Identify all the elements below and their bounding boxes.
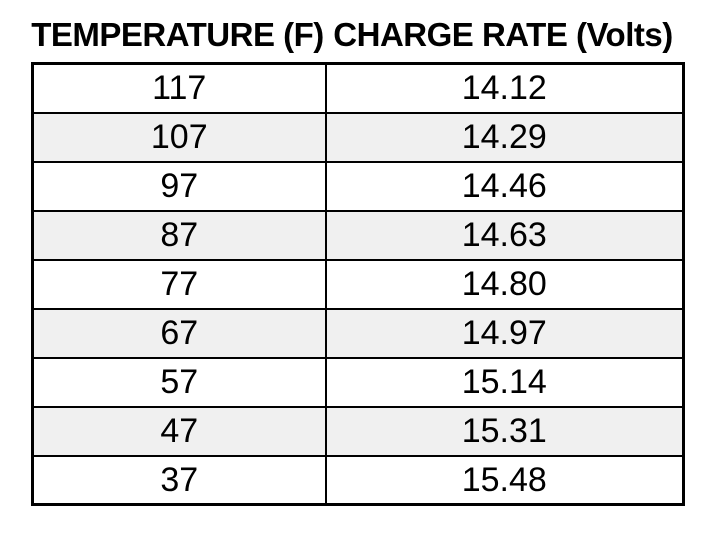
charge-rate-cell: 14.80 — [324, 258, 685, 310]
table-row: 57 15.14 — [31, 356, 685, 408]
charge-rate-cell: 15.14 — [324, 356, 685, 408]
column-header-charge-rate: CHARGE RATE (Volts) — [333, 16, 673, 53]
temperature-cell: 57 — [31, 356, 327, 408]
table-row: 117 14.12 — [31, 62, 685, 114]
table-row: 37 15.48 — [31, 454, 685, 506]
table-row: 77 14.80 — [31, 258, 685, 310]
temperature-cell: 47 — [31, 405, 327, 457]
charge-rate-cell: 14.97 — [324, 307, 685, 359]
table-row: 97 14.46 — [31, 160, 685, 212]
charge-rate-cell: 14.63 — [324, 209, 685, 261]
charge-rate-cell: 14.12 — [324, 62, 685, 114]
temperature-cell: 67 — [31, 307, 327, 359]
table-row: 67 14.97 — [31, 307, 685, 359]
temperature-cell: 107 — [31, 111, 327, 163]
temperature-cell: 97 — [31, 160, 327, 212]
temperature-cell: 117 — [31, 62, 327, 114]
table-row: 47 15.31 — [31, 405, 685, 457]
charge-rate-cell: 15.31 — [324, 405, 685, 457]
charge-rate-cell: 14.29 — [324, 111, 685, 163]
temperature-cell: 87 — [31, 209, 327, 261]
temperature-cell: 77 — [31, 258, 327, 310]
column-header-temperature: TEMPERATURE (F) — [31, 16, 324, 53]
charge-rate-cell: 14.46 — [324, 160, 685, 212]
table-header: TEMPERATURE (F) CHARGE RATE (Volts) — [31, 13, 682, 57]
data-table: 117 14.12 107 14.29 97 14.46 87 14.63 77… — [31, 62, 685, 506]
temperature-cell: 37 — [31, 454, 327, 506]
table-row: 87 14.63 — [31, 209, 685, 261]
charge-rate-cell: 15.48 — [324, 454, 685, 506]
table-row: 107 14.29 — [31, 111, 685, 163]
